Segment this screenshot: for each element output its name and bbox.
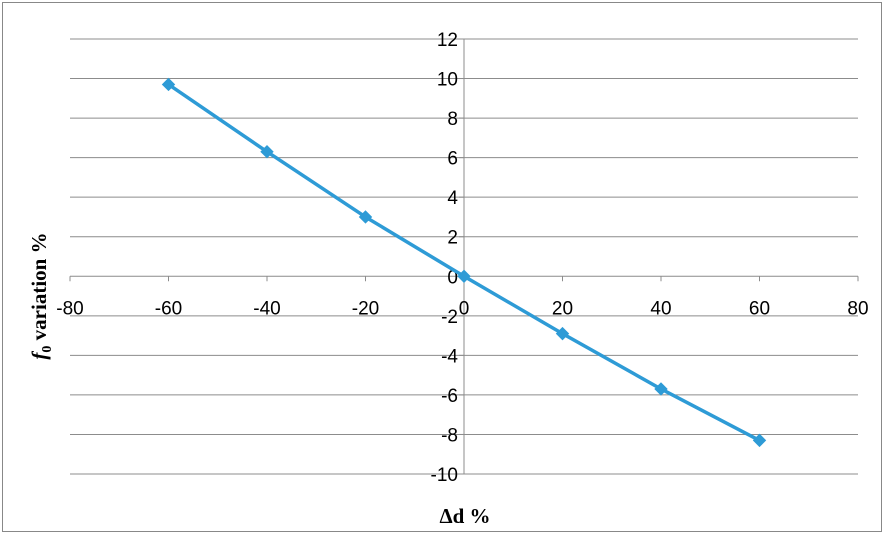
data-point-marker (752, 433, 767, 448)
x-tick-labels: -80 -60 -40 -20 0 20 40 60 80 (56, 298, 868, 319)
x-tick-label: 20 (552, 298, 573, 319)
y-axis-title: f0 variation % (27, 232, 55, 359)
y-tick-labels: -10 -8 -6 -4 -2 0 2 4 6 8 10 12 (431, 30, 459, 486)
y-tick-label: 6 (447, 149, 458, 170)
data-point-marker (358, 210, 373, 224)
x-tick-label: -40 (253, 298, 280, 319)
data-point-marker (161, 77, 176, 92)
y-tick-label: -10 (431, 465, 458, 486)
data-point-marker (260, 144, 274, 159)
x-axis-title: Δd % (439, 504, 490, 528)
x-tick-label: 80 (847, 298, 868, 319)
axes (69, 38, 859, 475)
x-tick-label: 40 (650, 298, 671, 319)
y-tick-label: 12 (437, 30, 458, 51)
y-tick-label: 2 (447, 228, 458, 249)
y-tick-label: 10 (437, 70, 458, 91)
y-tick-label: -4 (441, 346, 458, 367)
x-tick-label: -60 (155, 298, 182, 319)
y-tick-label: -2 (441, 307, 458, 328)
data-point-marker (555, 326, 570, 341)
x-tick-label: 60 (749, 298, 770, 319)
y-tick-label: 8 (447, 109, 458, 130)
x-tick-label: -80 (56, 298, 83, 319)
data-series (161, 77, 767, 448)
y-tick-label: -8 (441, 425, 458, 446)
x-tick-label: 0 (459, 298, 470, 319)
data-point-marker (654, 382, 668, 396)
data-point-marker (457, 269, 471, 283)
y-tick-label: 0 (447, 267, 458, 288)
y-tick-label: 4 (447, 188, 458, 209)
y-tick-label: -6 (441, 386, 458, 407)
x-tick-label: -20 (352, 298, 379, 319)
